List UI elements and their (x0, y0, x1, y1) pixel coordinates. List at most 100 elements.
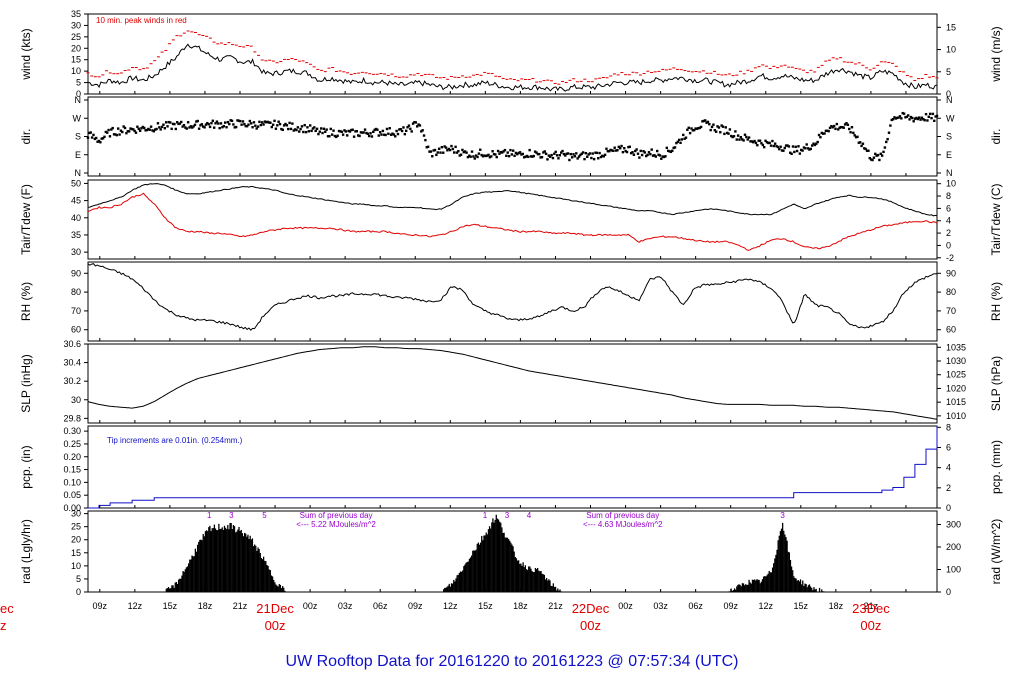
dir-point (473, 157, 476, 160)
dir-point (562, 152, 566, 156)
dir-point (288, 121, 291, 125)
dir-point (893, 116, 896, 119)
dir-point (118, 133, 121, 136)
dir-point (542, 151, 545, 154)
slp-ytick-label-right: 1015 (946, 397, 966, 407)
panel-wind: wind (kts) wind (m/s)05101520253035051015… (19, 9, 1003, 99)
partial-date-label: ec (0, 601, 14, 616)
wind-frame (87, 13, 938, 95)
dir-point (215, 120, 219, 123)
pcp-note: Tip increments are 0.01in. (0.254mm.) (107, 436, 243, 445)
wind-ytick-label: 35 (71, 9, 81, 19)
dir-point (839, 125, 843, 129)
dir-point (795, 149, 799, 153)
dir-point (625, 150, 629, 154)
dir-point (346, 134, 349, 137)
time-axis: 09z 12z 15z 18z 21z 00z 03z 06z 09z 12z 15z 18z 21z 0… (0, 91, 907, 633)
dir-point (629, 151, 633, 155)
dir-point (376, 128, 379, 131)
dir-point (280, 127, 283, 131)
dir-point (234, 125, 238, 129)
wind-ytick-label: 15 (71, 55, 81, 65)
dir-point (185, 127, 188, 130)
dir-point (757, 139, 760, 142)
dir-point (332, 129, 335, 132)
slp-ytick-label-right: 1030 (946, 356, 966, 366)
dir-point (677, 138, 681, 142)
dir-point (167, 120, 171, 124)
dir-point (159, 128, 162, 131)
dir-point (735, 138, 738, 141)
dir-point (883, 146, 887, 149)
dir-point (421, 129, 424, 132)
hour-label: 18z (198, 601, 213, 611)
dir-point (586, 155, 589, 158)
dir-point (388, 127, 391, 130)
slp-frame (87, 343, 938, 424)
dir-point (527, 155, 530, 159)
dir-point (889, 124, 892, 127)
dir-point (306, 126, 309, 129)
rad-annotation: Sum of previous day <--- 4.63 MJoules/m^2 (583, 511, 663, 529)
hour-label: 12z (128, 601, 143, 611)
hour-label: 21z (233, 601, 248, 611)
dir-point (103, 135, 106, 139)
dir-point (378, 131, 382, 134)
dir-point (358, 134, 361, 138)
dir-point (361, 131, 364, 134)
series-rh-RH (87, 263, 937, 331)
dir-point (173, 122, 176, 126)
dir-point (697, 127, 700, 130)
dir-tick-label: E (75, 150, 81, 160)
dir-point (148, 128, 151, 131)
dir-point (141, 125, 145, 129)
dir-point (395, 129, 398, 133)
dir-point (561, 149, 564, 153)
dir-point (719, 131, 722, 134)
dir-point (598, 151, 601, 155)
dir-point (538, 152, 541, 156)
dir-point (901, 111, 904, 115)
rad-ytick-label-right: 0 (946, 587, 951, 597)
panel-rad: rad (Lgly/hr) rad (W/m^2)0510152025300100… (19, 509, 1003, 597)
dir-point (543, 150, 546, 153)
dir-point (583, 157, 586, 161)
dir-point (928, 112, 932, 116)
temp-ytick-label: 50 (71, 178, 81, 188)
series-temp-Tdew (87, 192, 938, 251)
dir-point (720, 124, 723, 127)
dir-point (710, 125, 714, 129)
dir-point (101, 137, 105, 140)
dir-point (880, 154, 884, 157)
dir-point (362, 131, 365, 134)
pcp-ytick-label-right: 8 (946, 422, 951, 432)
dir-point (287, 127, 290, 131)
dir-point (872, 156, 876, 159)
pcp-ylabel: pcp. (in) (19, 445, 33, 488)
panels: wind (kts) wind (m/s)05101520253035051015… (19, 9, 1003, 597)
dir-point (206, 121, 209, 125)
dir-point (579, 153, 582, 157)
dir-point (623, 146, 626, 150)
dir-point (752, 140, 755, 144)
dir-point (340, 130, 343, 134)
rad-ytick-label: 30 (71, 509, 81, 519)
dir-ylabel: dir. (19, 128, 33, 144)
rad-ytick-label: 15 (71, 548, 81, 558)
dir-point (906, 114, 910, 117)
dir-point (554, 150, 557, 154)
dir-point (511, 149, 515, 152)
temp-ylabel: Tair/Tdew (F) (19, 184, 33, 255)
dir-point (745, 135, 748, 139)
dir-point (259, 123, 263, 127)
hour-label: 21z (548, 601, 563, 611)
dir-point (466, 155, 470, 159)
dir-point (657, 153, 660, 156)
dir-point (753, 139, 756, 143)
dir-point (838, 126, 841, 129)
dir-point (682, 133, 685, 137)
dir-point (370, 135, 374, 138)
dir-point (912, 120, 915, 123)
dir-point (525, 154, 529, 158)
